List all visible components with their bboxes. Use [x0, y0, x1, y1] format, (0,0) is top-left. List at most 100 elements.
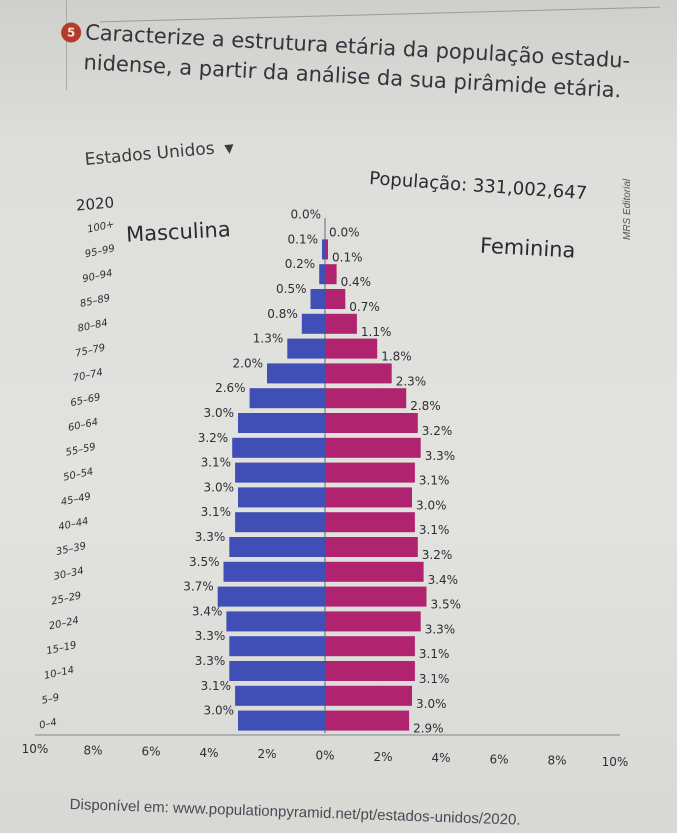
- male-bar-40–44: [235, 512, 325, 533]
- female-value-label-5–9: 3.0%: [416, 697, 447, 711]
- male-value-label-75–79: 1.3%: [253, 332, 284, 346]
- age-group-label-30–34: 30–34: [53, 566, 85, 583]
- female-bar-10–14: [325, 661, 415, 681]
- male-bar-80–84: [301, 313, 325, 334]
- female-value-label-70–74: 2.3%: [396, 374, 427, 388]
- female-value-label-75–79: 1.8%: [381, 350, 412, 364]
- female-value-label-30–34: 3.4%: [428, 573, 459, 587]
- female-bar-0–4: [325, 710, 410, 731]
- age-group-label-95–99: 95–99: [84, 243, 116, 260]
- age-group-label-90–94: 90–94: [82, 268, 114, 285]
- female-bar-30–34: [325, 561, 424, 582]
- age-group-label-50–54: 50–54: [62, 466, 94, 483]
- age-group-label-45–49: 45–49: [60, 491, 92, 508]
- male-bar-25–29: [217, 586, 325, 607]
- male-bar-5–9: [235, 685, 325, 706]
- female-value-label-0–4: 2.9%: [413, 722, 444, 736]
- male-value-label-30–34: 3.5%: [189, 555, 220, 569]
- male-value-label-55–59: 3.2%: [198, 431, 229, 445]
- female-value-label-55–59: 3.3%: [425, 449, 456, 463]
- x-tick-label: 2%: [257, 747, 276, 761]
- male-bar-0–4: [238, 710, 325, 731]
- male-value-label-100+: 0.0%: [291, 208, 322, 222]
- female-value-label-60–64: 3.2%: [422, 424, 453, 438]
- age-group-label-35–39: 35–39: [55, 541, 87, 558]
- female-bar-65–69: [325, 388, 407, 409]
- male-value-label-10–14: 3.3%: [195, 654, 226, 668]
- male-bar-70–74: [267, 363, 325, 384]
- male-value-label-15–19: 3.3%: [195, 629, 226, 643]
- male-value-label-95–99: 0.1%: [288, 232, 319, 246]
- female-value-label-10–14: 3.1%: [419, 672, 450, 686]
- male-bar-85–89: [310, 289, 325, 309]
- male-value-label-85–89: 0.5%: [276, 282, 307, 296]
- female-bar-75–79: [325, 338, 378, 359]
- female-bar-40–44: [325, 512, 415, 533]
- x-tick-label: 6%: [141, 745, 160, 759]
- female-bar-20–24: [325, 611, 421, 632]
- male-bar-60–64: [238, 413, 325, 433]
- female-value-label-85–89: 0.7%: [349, 300, 380, 314]
- female-value-label-80–84: 1.1%: [361, 325, 392, 339]
- male-bar-45–49: [238, 487, 325, 508]
- male-bar-65–69: [249, 388, 325, 409]
- female-bar-45–49: [325, 487, 412, 508]
- male-value-label-0–4: 3.0%: [204, 704, 235, 718]
- male-bar-20–24: [226, 611, 325, 632]
- female-bar-95–99: [325, 239, 328, 260]
- female-bar-35–39: [325, 537, 418, 557]
- female-value-label-50–54: 3.1%: [419, 474, 450, 488]
- male-value-label-25–29: 3.7%: [183, 580, 214, 594]
- age-group-label-25–29: 25–29: [50, 590, 82, 607]
- female-bar-90–94: [325, 264, 337, 285]
- male-bar-10–14: [229, 661, 325, 681]
- female-value-label-15–19: 3.1%: [419, 647, 450, 661]
- female-bar-25–29: [325, 586, 427, 607]
- male-bar-15–19: [229, 636, 325, 657]
- age-group-label-55–59: 55–59: [65, 442, 97, 459]
- age-group-label-10–14: 10–14: [43, 665, 75, 682]
- male-value-label-35–39: 3.3%: [195, 530, 226, 544]
- x-tick-label: 8%: [547, 754, 566, 768]
- age-group-label-70–74: 70–74: [72, 367, 104, 384]
- x-tick-label: 4%: [199, 746, 218, 760]
- male-value-label-45–49: 3.0%: [204, 480, 235, 494]
- female-bar-50–54: [325, 462, 415, 483]
- x-tick-label: 10%: [602, 755, 629, 769]
- male-bar-55–59: [232, 437, 325, 458]
- female-value-label-90–94: 0.4%: [341, 275, 372, 289]
- male-value-label-50–54: 3.1%: [201, 456, 232, 470]
- male-bar-95–99: [322, 239, 325, 260]
- female-value-label-20–24: 3.3%: [425, 622, 456, 636]
- male-bar-90–94: [319, 264, 325, 285]
- x-tick-label: 8%: [83, 743, 102, 757]
- male-bar-75–79: [287, 338, 325, 359]
- x-tick-label: 4%: [431, 751, 450, 765]
- female-bar-85–89: [325, 289, 346, 309]
- x-tick-label: 2%: [373, 750, 392, 764]
- female-value-label-95–99: 0.1%: [332, 250, 363, 264]
- male-value-label-80–84: 0.8%: [267, 307, 298, 321]
- male-bar-50–54: [235, 462, 325, 483]
- female-value-label-100+: 0.0%: [329, 226, 360, 240]
- female-bar-70–74: [325, 363, 392, 384]
- male-bar-35–39: [229, 537, 325, 557]
- side-rule: [66, 0, 67, 90]
- female-value-label-65–69: 2.8%: [410, 399, 441, 413]
- male-value-label-60–64: 3.0%: [204, 406, 235, 420]
- age-group-label-20–24: 20–24: [48, 615, 80, 632]
- male-value-label-40–44: 3.1%: [201, 505, 232, 519]
- female-value-label-35–39: 3.2%: [422, 548, 453, 562]
- age-group-label-15–19: 15–19: [46, 640, 78, 657]
- age-group-label-100+: 100+: [86, 219, 115, 235]
- male-value-label-5–9: 3.1%: [201, 679, 232, 693]
- age-group-label-40–44: 40–44: [58, 516, 90, 533]
- male-value-label-65–69: 2.6%: [215, 381, 246, 395]
- male-value-label-20–24: 3.4%: [192, 604, 223, 618]
- female-value-label-40–44: 3.1%: [419, 523, 450, 537]
- female-bar-55–59: [325, 437, 421, 458]
- female-bar-60–64: [325, 413, 418, 433]
- age-group-label-65–69: 65–69: [70, 392, 102, 409]
- age-group-label-85–89: 85–89: [79, 293, 111, 310]
